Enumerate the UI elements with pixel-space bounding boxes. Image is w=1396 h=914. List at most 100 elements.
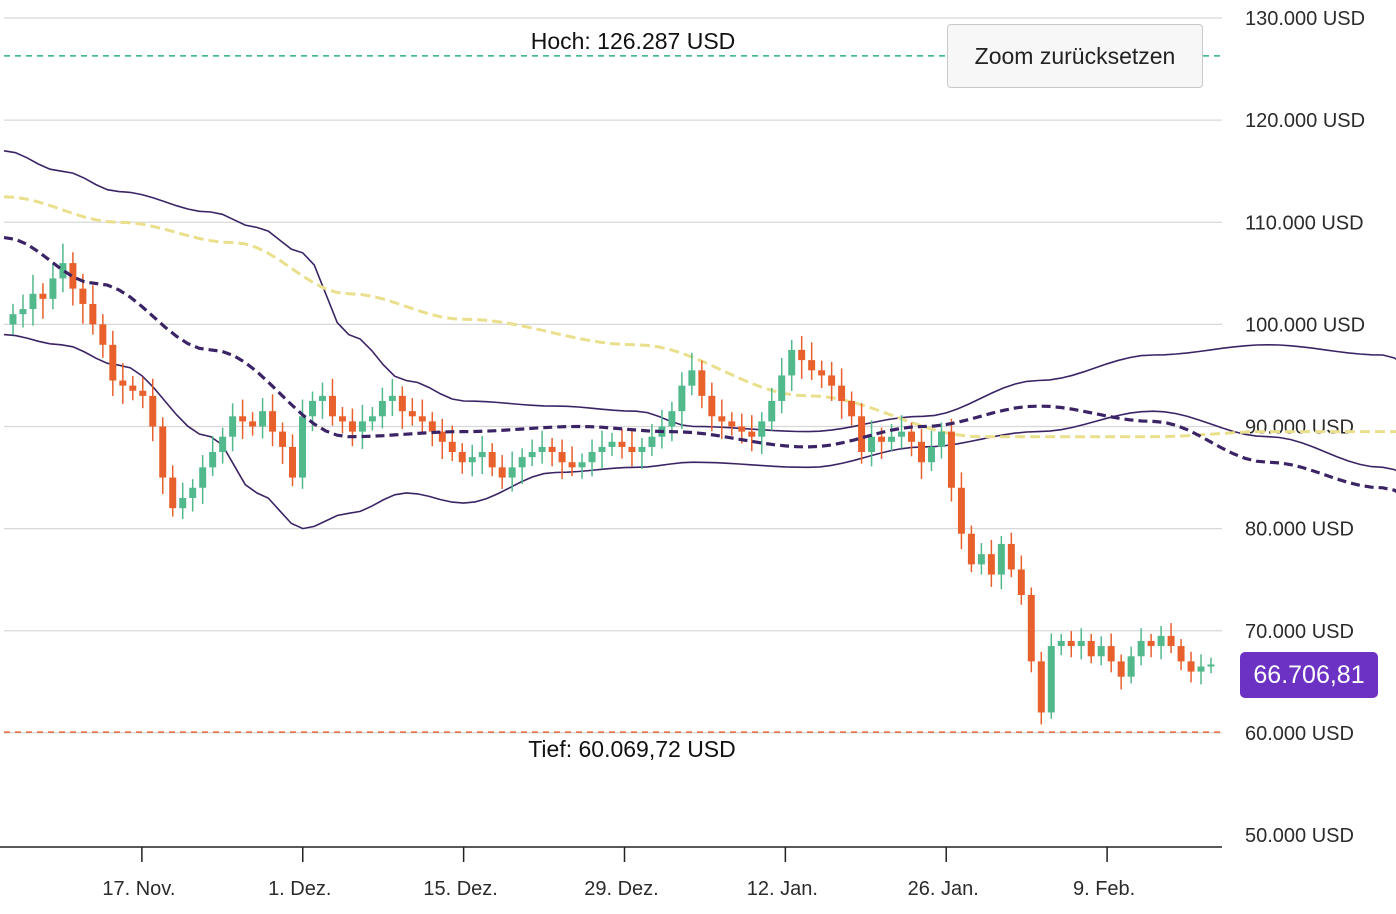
x-tick-label: 15. Dez. — [423, 878, 497, 900]
candle-body — [488, 452, 496, 468]
candle-body — [1147, 640, 1155, 647]
candle-body — [778, 375, 786, 401]
candle-body — [428, 421, 436, 432]
x-tick-label: 12. Jan. — [747, 878, 818, 900]
candle-body — [578, 462, 586, 468]
candle-body — [618, 441, 626, 447]
candle-body — [229, 416, 237, 437]
candle-body — [418, 416, 426, 422]
candle-body — [438, 431, 446, 442]
candle-body — [788, 349, 796, 376]
candle-body — [1207, 664, 1215, 667]
candle-body — [1157, 635, 1165, 647]
candle-body — [1067, 640, 1075, 647]
candle-body — [558, 452, 566, 463]
candle-body — [888, 436, 896, 442]
candle-body — [957, 487, 965, 534]
candle-body — [898, 431, 906, 437]
candle-body — [159, 426, 167, 478]
candle-body — [69, 263, 77, 289]
zoom-reset-button[interactable]: Zoom zurücksetzen — [947, 24, 1203, 88]
candle-body — [189, 487, 197, 498]
candle-body — [967, 533, 975, 565]
lower-band — [3, 333, 1396, 530]
candle-body — [239, 416, 247, 422]
candle-body — [1077, 640, 1085, 647]
candle-body — [768, 400, 776, 422]
y-tick-label: 70.000 USD — [1245, 621, 1354, 643]
candle-body — [289, 446, 297, 478]
high-label: Hoch: 126.287 USD — [531, 28, 736, 54]
candle-body — [1007, 543, 1015, 570]
candle-body — [698, 370, 706, 396]
candle-body — [858, 416, 866, 453]
candle-body — [927, 446, 935, 463]
y-tick-label: 130.000 USD — [1245, 8, 1365, 30]
candle-body — [1167, 635, 1175, 647]
candle-body — [977, 554, 985, 565]
candle-body — [39, 293, 47, 299]
y-tick-label: 110.000 USD — [1245, 212, 1364, 234]
candle-body — [318, 395, 326, 401]
candle-body — [348, 421, 356, 432]
candle-body — [249, 421, 257, 427]
candle-body — [748, 431, 756, 437]
candle-body — [49, 278, 57, 299]
ma-short-line — [3, 236, 1396, 493]
candle-body — [728, 421, 736, 427]
candle-body — [378, 400, 386, 417]
candle-body — [937, 431, 945, 447]
candle-body — [518, 457, 526, 468]
candle-body — [1187, 661, 1195, 672]
candle-body — [79, 288, 87, 304]
candle-body — [398, 395, 406, 412]
candle-body — [99, 324, 107, 345]
candle-body — [1027, 595, 1035, 662]
candle-body — [908, 431, 915, 442]
x-tick-label: 29. Dez. — [584, 878, 658, 900]
long-moving-average — [3, 195, 1396, 439]
candle-body — [139, 390, 147, 396]
high-low-lines: Hoch: 126.287 USD Tief: 60.069,72 USD — [4, 28, 1222, 762]
candle-body — [688, 370, 696, 386]
candle-body — [209, 452, 217, 468]
candle-body — [708, 395, 716, 417]
candle-body — [358, 421, 366, 432]
candle-body — [179, 497, 187, 509]
y-tick-label: 80.000 USD — [1245, 519, 1354, 541]
candle-body — [668, 411, 676, 427]
candle-body — [29, 293, 37, 310]
candle-body — [19, 309, 27, 315]
candle-body — [498, 467, 506, 478]
candle-body — [1177, 646, 1185, 662]
candle-body — [538, 446, 546, 453]
ma-long-line — [3, 195, 1396, 439]
candle-body — [458, 452, 466, 463]
candle-body — [328, 395, 336, 417]
candle-body — [588, 452, 596, 463]
candle-body — [798, 349, 806, 361]
candle-body — [368, 416, 376, 422]
candle-body — [279, 431, 287, 447]
candle-body — [1137, 640, 1145, 657]
candle-body — [987, 554, 995, 575]
candle-body — [947, 431, 955, 488]
candle-body — [119, 380, 127, 386]
candle-body — [808, 360, 816, 371]
candle-body — [1037, 661, 1045, 713]
candle-body — [408, 411, 416, 417]
candle-body — [868, 436, 876, 453]
candle-body — [199, 467, 207, 488]
candle-body — [508, 467, 516, 478]
candle-body — [608, 441, 616, 447]
y-tick-label: 100.000 USD — [1245, 314, 1365, 336]
candle-body — [309, 400, 316, 417]
candle-body — [838, 385, 846, 401]
candle-body — [718, 416, 726, 422]
low-label: Tief: 60.069,72 USD — [528, 736, 736, 762]
candle-body — [1087, 640, 1095, 657]
candle-body — [259, 411, 267, 427]
y-tick-label: 60.000 USD — [1245, 723, 1354, 745]
candle-body — [109, 344, 117, 381]
